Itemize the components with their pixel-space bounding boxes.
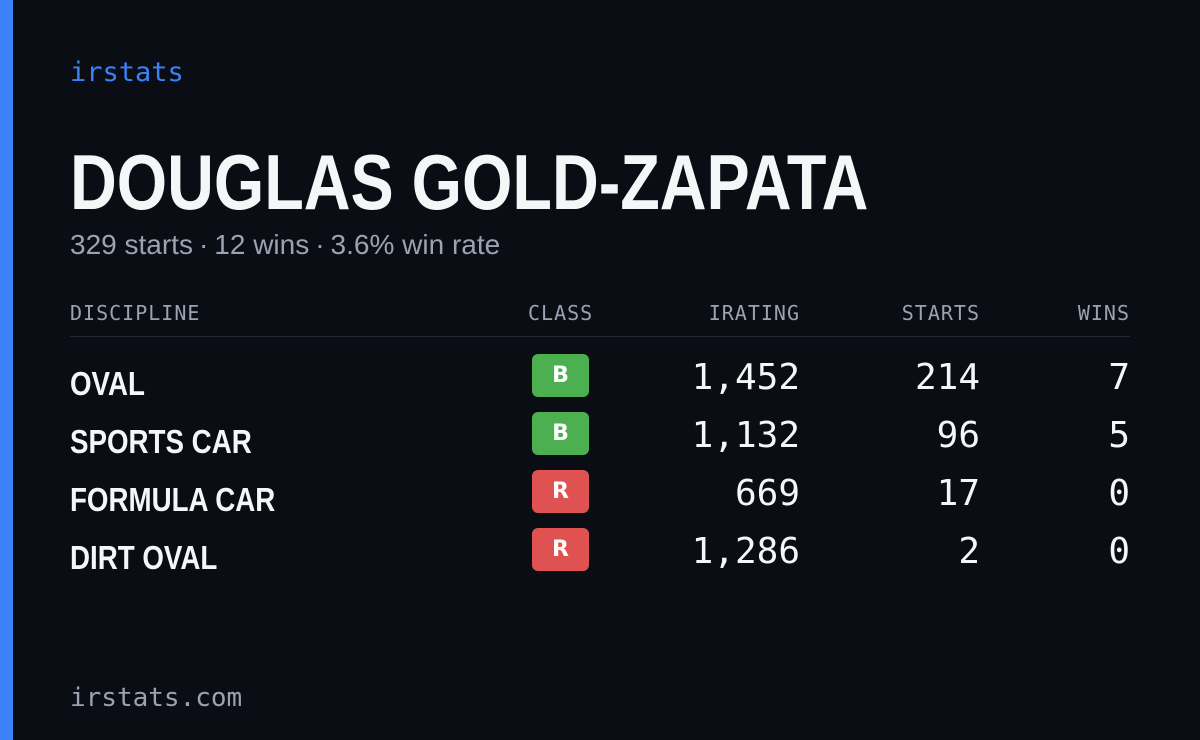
separator: ·: [198, 229, 209, 260]
table-header: DISCIPLINE CLASS IRATING STARTS WINS: [70, 300, 1130, 337]
column-header-starts: STARTS: [901, 301, 980, 325]
brand-logo: irstats: [70, 57, 184, 88]
wins-value: 0: [1108, 531, 1130, 572]
column-header-class: CLASS: [528, 301, 594, 325]
discipline-name: SPORTS CAR: [70, 423, 252, 460]
table-row: OVAL B 1,452 214 7: [70, 352, 1130, 410]
irating-value: 1,452: [691, 357, 800, 398]
discipline-name: OVAL: [70, 365, 145, 402]
starts-value: 2: [958, 531, 980, 572]
wins-value: 0: [1108, 473, 1130, 514]
wins-value: 5: [1108, 415, 1130, 456]
starts-total: 329 starts: [70, 229, 193, 260]
column-header-irating: IRATING: [708, 301, 800, 325]
irating-value: 669: [734, 473, 800, 514]
accent-bar: [0, 0, 13, 740]
irating-value: 1,286: [691, 531, 800, 572]
starts-value: 17: [936, 473, 980, 514]
discipline-name: FORMULA CAR: [70, 481, 276, 518]
table-row: DIRT OVAL R 1,286 2 0: [70, 526, 1130, 584]
wins-value: 7: [1108, 357, 1130, 398]
class-badge: R: [532, 470, 589, 513]
driver-name: DOUGLAS GOLD-ZAPATA: [70, 138, 869, 226]
class-badge: B: [532, 412, 589, 455]
table-row: SPORTS CAR B 1,132 96 5: [70, 410, 1130, 468]
starts-value: 96: [936, 415, 980, 456]
driver-summary: 329 starts · 12 wins · 3.6% win rate: [70, 228, 500, 262]
column-header-wins: WINS: [1077, 301, 1130, 325]
separator: ·: [315, 229, 325, 260]
table-row: FORMULA CAR R 669 17 0: [70, 468, 1130, 526]
class-badge: R: [532, 528, 589, 571]
wins-total: 12 wins: [214, 229, 310, 260]
irating-value: 1,132: [691, 415, 800, 456]
starts-value: 214: [914, 357, 980, 398]
class-badge: B: [532, 354, 589, 397]
discipline-table: OVAL B 1,452 214 7 SPORTS CAR B 1,132 96…: [70, 352, 1130, 584]
win-rate: 3.6% win rate: [330, 229, 501, 260]
footer-domain: irstats.com: [70, 683, 243, 713]
column-header-discipline: DISCIPLINE: [70, 301, 201, 325]
discipline-name: DIRT OVAL: [70, 539, 218, 576]
